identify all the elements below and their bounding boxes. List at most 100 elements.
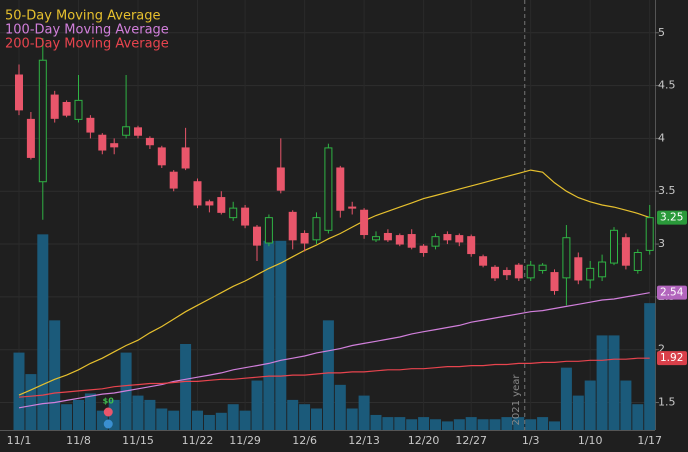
candle-body (74, 99, 83, 120)
candle-body (621, 237, 630, 266)
x-tick-label: 12/6 (292, 434, 317, 447)
x-tick-label: 12/27 (455, 434, 487, 447)
candle-body (253, 226, 261, 246)
candle-body (431, 236, 440, 247)
y-tick-label: 4.5 (658, 79, 676, 92)
volume-bar (560, 367, 572, 430)
legend-entry: 100-Day Moving Average (5, 23, 169, 38)
candle-body (145, 137, 154, 146)
volume-bar (263, 240, 275, 430)
candle-body (134, 127, 142, 136)
x-tick-label: 1/3 (522, 434, 540, 447)
candle-body (633, 252, 642, 271)
x-tick-label: 11/22 (182, 434, 214, 447)
candle-body (538, 264, 547, 271)
legend-entry: 200-Day Moving Average (5, 37, 169, 52)
candle-body (348, 206, 357, 209)
candle-body (467, 236, 476, 255)
y-tick-label: 4 (658, 131, 665, 144)
volume-bar (525, 419, 537, 430)
event-icon (103, 419, 113, 429)
event-icon (103, 407, 113, 417)
volume-bar (513, 417, 525, 430)
candle-body (419, 245, 428, 254)
volume-bar (144, 399, 156, 430)
price-tag-label: 2.54 (660, 287, 684, 299)
candle-body (562, 237, 571, 279)
volume-bar (203, 414, 215, 430)
price-tag (657, 210, 687, 225)
y-tick-label: 1.5 (658, 396, 676, 409)
volume-bar (406, 419, 418, 430)
volume-bar (192, 410, 203, 430)
volume-bar (37, 234, 49, 430)
y-tick-label: 2 (658, 343, 665, 356)
volume-bar (299, 404, 311, 430)
candle-body (193, 181, 202, 206)
volume-bar (132, 395, 144, 430)
candle-body (157, 147, 166, 166)
candle-body (383, 232, 392, 241)
volume-bar (180, 344, 192, 430)
volume-bar (13, 352, 25, 430)
legend-entry: 50-Day Moving Average (5, 9, 161, 24)
candle-body (26, 118, 35, 158)
x-tick-label: 12/13 (348, 434, 380, 447)
candle-body (407, 234, 416, 248)
candle-body (110, 143, 119, 148)
candle-body (98, 134, 107, 151)
volume-bar (334, 384, 346, 430)
moving-average-line (18, 169, 650, 396)
candle-body (574, 257, 583, 281)
volume-bar (251, 380, 263, 430)
candle-body (300, 232, 309, 244)
volume-bar (227, 404, 239, 430)
volume-bar (215, 412, 227, 430)
volume-bar (418, 417, 430, 430)
candle-body (205, 201, 214, 206)
volume-bar (322, 320, 334, 430)
volume-bar (608, 335, 620, 430)
candle-body (372, 236, 380, 241)
volume-bar (346, 408, 358, 430)
candle-body (264, 217, 273, 244)
x-tick-label: 11/1 (7, 434, 32, 447)
volume-bar (441, 421, 453, 430)
volume-bar (549, 421, 560, 430)
candle-body (479, 256, 488, 266)
price-tag (657, 351, 687, 366)
candle-body (312, 217, 321, 241)
volume-bar (358, 395, 370, 430)
candle-body (324, 147, 333, 231)
volume-bar (61, 404, 73, 430)
volume-bar (465, 417, 477, 430)
moving-average-line (18, 357, 650, 398)
volume-bar (25, 374, 37, 430)
volume-bar (489, 419, 501, 430)
moving-average-line (18, 292, 650, 409)
volume-bar (49, 320, 61, 430)
candle-body (360, 209, 369, 236)
volume-bar (501, 417, 513, 430)
volume-bar (382, 417, 394, 430)
candle-body (645, 217, 654, 251)
candle-body (15, 74, 23, 111)
volume-bar (584, 380, 596, 430)
candle-body (276, 167, 285, 191)
volume-bar (287, 399, 299, 430)
candle-body (336, 167, 345, 211)
candle-body (586, 267, 595, 281)
dividend-label: $0 (103, 397, 115, 406)
candle-body (217, 197, 226, 213)
candle-body (169, 171, 178, 189)
candle-body (598, 261, 607, 278)
candle-body (62, 101, 71, 116)
candle-body (395, 235, 404, 245)
volume-bar (370, 414, 382, 430)
candle-body (610, 229, 618, 264)
candle-body (229, 207, 238, 219)
x-tick-label: 11/15 (122, 434, 154, 447)
